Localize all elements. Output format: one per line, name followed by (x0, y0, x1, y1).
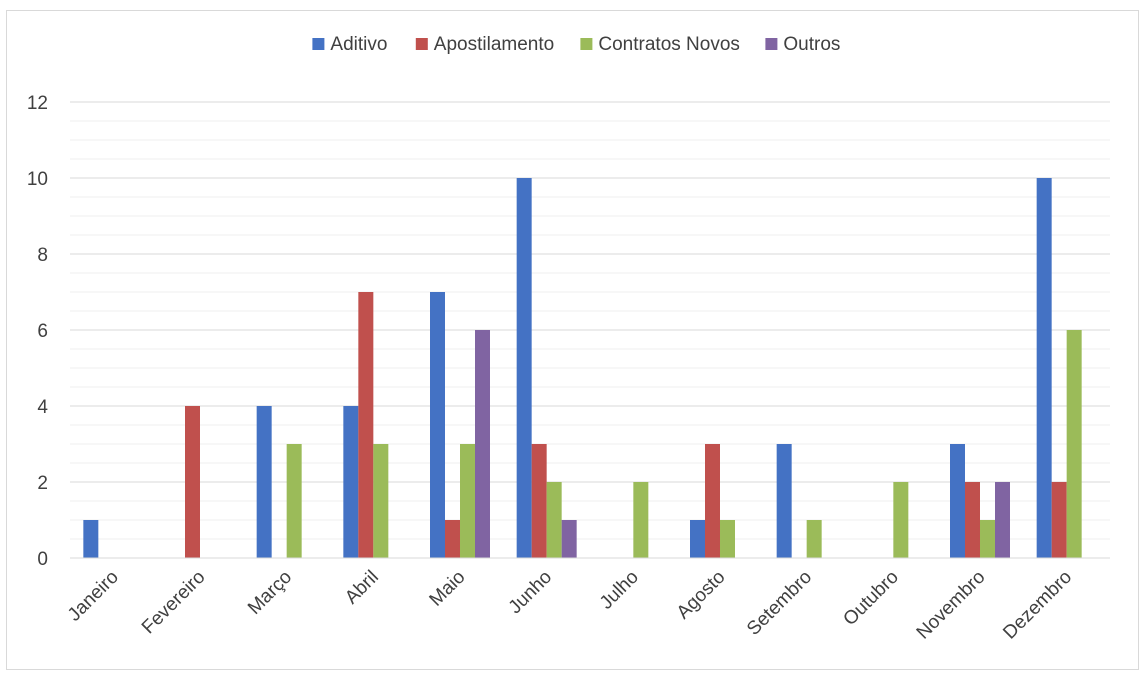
bar-aditivo-janeiro (83, 520, 99, 558)
y-tick-label: 6 (37, 321, 48, 342)
bar-apostilamento-fevereiro (185, 406, 200, 558)
x-axis: Janeiro Fevereiro Março Abril Maio Junho Julho… (64, 567, 1076, 644)
y-tick-label: 0 (37, 549, 48, 570)
legend-swatch-outros (765, 38, 778, 50)
bar-contratos-novos-agosto (720, 520, 735, 558)
legend-swatch-contratos-novos (580, 38, 593, 50)
bar-aditivo-junho (516, 178, 532, 558)
bar-aditivo-dezembro (1036, 178, 1052, 558)
bar-apostilamento-abril (358, 292, 374, 558)
x-tick-label: Janeiro (64, 567, 123, 626)
y-tick-label: 4 (37, 397, 48, 418)
bar-aditivo-agosto (690, 520, 705, 558)
bars (83, 178, 1082, 558)
x-tick-label: Dezembro (999, 567, 1076, 644)
x-tick-label: Junho (505, 567, 556, 618)
x-tick-label: Fevereiro (138, 567, 210, 639)
x-tick-label: Março (244, 567, 296, 619)
y-tick-label: 2 (37, 473, 48, 494)
bar-contratos-novos-junho (546, 482, 562, 558)
x-tick-label: Agosto (673, 567, 730, 624)
bar-outros-maio (475, 330, 490, 558)
bar-contratos-novos-novembro (980, 520, 995, 558)
x-tick-label: Abril (341, 567, 383, 609)
chart-frame (6, 10, 1139, 670)
bar-contratos-novos-abril (373, 444, 389, 558)
legend-label: Contratos Novos (598, 34, 740, 55)
legend-swatch-aditivo (312, 38, 325, 50)
bar-contratos-novos-setembro (806, 520, 822, 558)
bar-aditivo-setembro (776, 444, 792, 558)
x-tick-label: Setembro (743, 567, 816, 640)
bar-aditivo-novembro (950, 444, 965, 558)
bar-aditivo-março (256, 406, 272, 558)
bar-outros-junho (561, 520, 577, 558)
grid-lines (70, 101, 1110, 540)
y-axis: 0 2 4 6 8 10 12 (27, 93, 49, 570)
x-tick-label: Outubro (839, 567, 902, 630)
x-tick-label: Maio (426, 567, 470, 611)
legend: Aditivo Apostilamento Contratos Novos Outro… (312, 34, 840, 55)
legend-label: Apostilamento (434, 34, 554, 55)
legend-label: Outros (783, 34, 840, 55)
legend-swatch-apostilamento (415, 38, 428, 50)
bar-outros-novembro (995, 482, 1010, 558)
bar-apostilamento-maio (445, 520, 460, 558)
bar-contratos-novos-março (286, 444, 302, 558)
bar-contratos-novos-dezembro (1066, 330, 1082, 558)
x-tick-label: Novembro (913, 567, 990, 644)
bar-aditivo-abril (343, 406, 359, 558)
bar-aditivo-maio (430, 292, 445, 558)
bar-contratos-novos-julho (633, 482, 649, 558)
y-tick-label: 12 (27, 93, 48, 114)
y-tick-label: 10 (27, 169, 48, 190)
legend-label: Aditivo (330, 34, 387, 55)
y-tick-label: 8 (37, 245, 48, 266)
bar-apostilamento-dezembro (1051, 482, 1067, 558)
bar-contratos-novos-outubro (893, 482, 909, 558)
bar-apostilamento-novembro (965, 482, 980, 558)
bar-apostilamento-agosto (705, 444, 720, 558)
bar-apostilamento-junho (531, 444, 547, 558)
x-tick-label: Julho (596, 567, 643, 614)
bar-contratos-novos-maio (460, 444, 475, 558)
